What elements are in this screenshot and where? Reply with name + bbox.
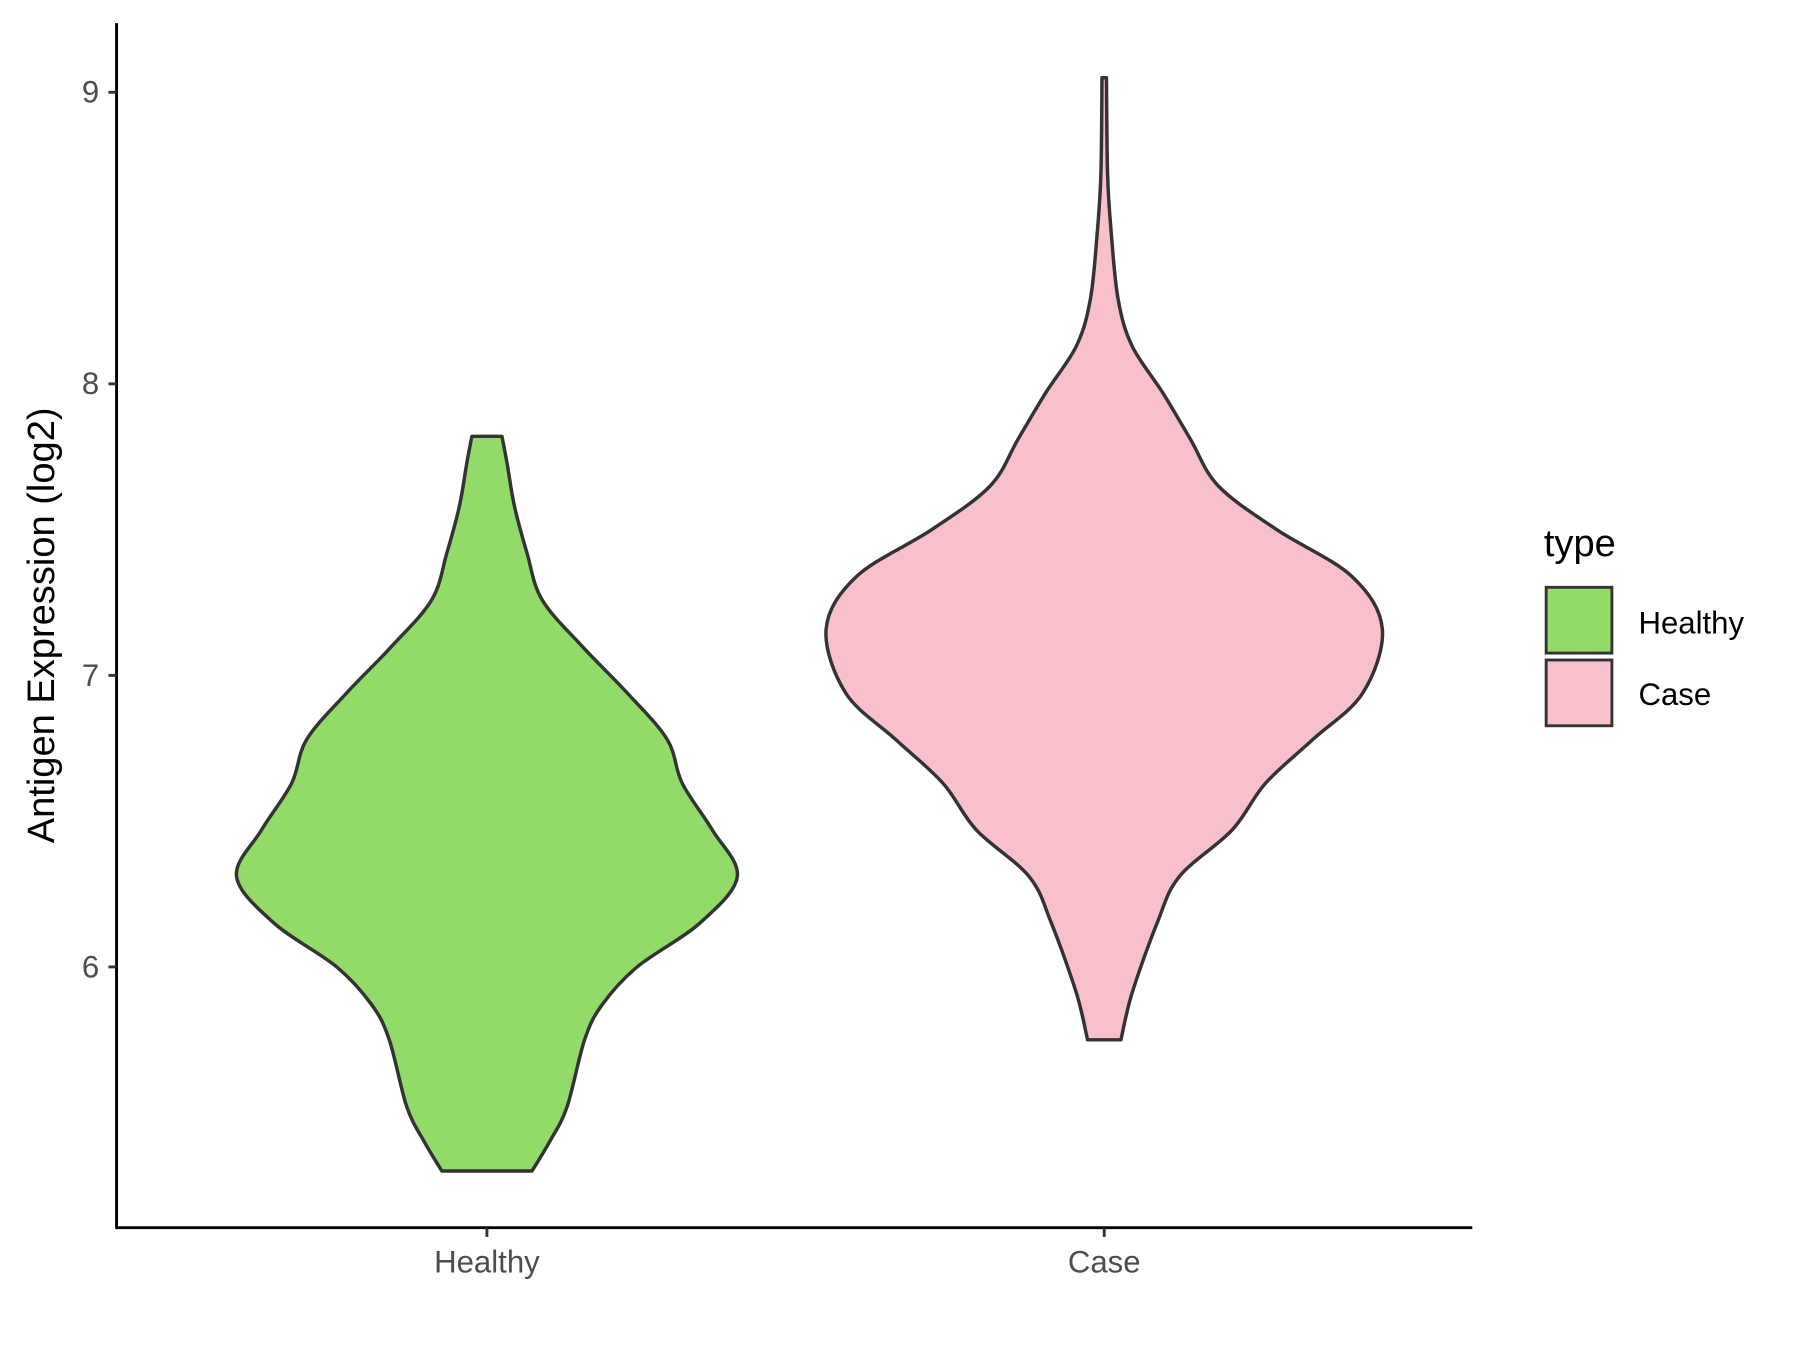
legend: type Healthy Case (1544, 523, 1744, 728)
legend-key-case (1544, 658, 1614, 728)
y-axis-label: Antigen Expression (log2) (21, 407, 63, 843)
x-tick-label: Case (1068, 1245, 1141, 1280)
violin-case (824, 75, 1385, 1042)
violins (234, 75, 1385, 1173)
y-tick-label: 7 (82, 658, 99, 693)
x-tick-label: Healthy (434, 1245, 540, 1280)
legend-label-healthy: Healthy (1638, 605, 1744, 640)
y-ticks: 6 7 8 9 (82, 75, 117, 984)
violin-healthy (234, 434, 740, 1173)
legend-label-case: Case (1638, 677, 1711, 712)
y-tick-label: 9 (82, 75, 99, 110)
y-tick-label: 8 (82, 366, 99, 401)
legend-key-healthy (1544, 585, 1614, 655)
x-ticks: Healthy Case (434, 1227, 1141, 1280)
y-tick-label: 6 (82, 949, 99, 984)
legend-title: type (1544, 523, 1616, 565)
